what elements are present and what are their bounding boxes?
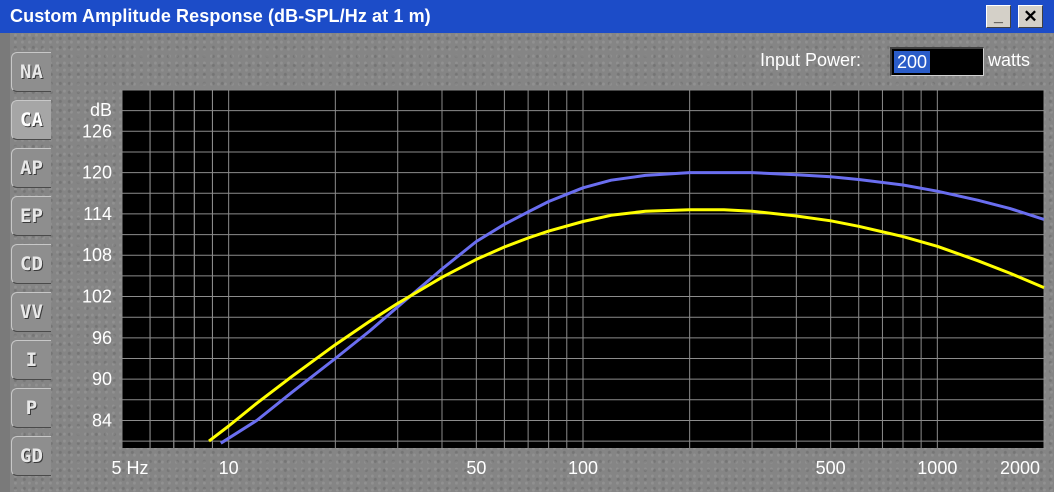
left-frame xyxy=(0,33,10,492)
tab-ap[interactable]: AP xyxy=(11,148,51,188)
background-strip xyxy=(0,492,1054,498)
minimize-icon: _ xyxy=(994,8,1003,25)
tab-ca[interactable]: CA xyxy=(11,100,51,140)
tab-label: CD xyxy=(20,253,43,275)
x-tick-label: 500 xyxy=(816,458,846,478)
tab-label: I xyxy=(25,349,38,371)
input-power-value[interactable]: 200 xyxy=(894,51,931,73)
tab-label: EP xyxy=(20,205,43,227)
input-power-label: Input Power: xyxy=(760,50,862,70)
series-line-1 xyxy=(219,171,1045,445)
close-button[interactable]: ✕ xyxy=(1018,5,1043,28)
y-tick-label: 102 xyxy=(82,287,112,307)
y-tick-label: 90 xyxy=(92,369,112,389)
y-axis-unit-label: dB xyxy=(90,100,112,120)
y-tick-label: 120 xyxy=(82,163,112,183)
x-tick-label: 50 xyxy=(466,458,486,478)
x-tick-label: 10 xyxy=(219,458,239,478)
tab-label: GD xyxy=(20,445,43,467)
tab-i[interactable]: I xyxy=(11,340,51,380)
minimize-button[interactable]: _ xyxy=(986,5,1011,28)
tab-na[interactable]: NA xyxy=(11,52,51,92)
x-tick-label: 5 Hz xyxy=(111,458,148,478)
input-power-field[interactable]: 200 xyxy=(890,47,984,76)
tab-vv[interactable]: VV xyxy=(11,292,51,332)
tab-cd[interactable]: CD xyxy=(11,244,51,284)
y-tick-label: 126 xyxy=(82,121,112,141)
series-layer xyxy=(208,171,1045,445)
x-tick-label: 1000 xyxy=(917,458,957,478)
tab-p[interactable]: P xyxy=(11,388,51,428)
window-title: Custom Amplitude Response (dB-SPL/Hz at … xyxy=(10,6,431,26)
tab-label: AP xyxy=(20,157,43,179)
y-tick-labels: 84 90 96 102 108 114 120 126 xyxy=(82,121,112,430)
series-line-2 xyxy=(208,208,1045,443)
tab-label: NA xyxy=(20,61,43,83)
input-power-unit: watts xyxy=(988,50,1031,70)
tab-label: CA xyxy=(20,109,43,131)
grid xyxy=(121,89,1045,448)
x-tick-label: 2000 xyxy=(1000,458,1040,478)
x-tick-labels: 5 Hz 10 50 100 500 1000 2000 xyxy=(111,458,1040,478)
y-tick-label: 84 xyxy=(92,410,112,430)
y-tick-label: 114 xyxy=(83,204,112,224)
tab-ep[interactable]: EP xyxy=(11,196,51,236)
close-icon: ✕ xyxy=(1023,7,1038,26)
x-tick-label: 100 xyxy=(568,458,598,478)
tab-gd[interactable]: GD xyxy=(11,436,51,476)
y-tick-label: 108 xyxy=(82,245,112,265)
title-bar[interactable]: Custom Amplitude Response (dB-SPL/Hz at … xyxy=(0,0,1054,33)
y-tick-label: 96 xyxy=(92,328,112,348)
tab-label: VV xyxy=(20,301,43,323)
tab-label: P xyxy=(25,397,38,419)
